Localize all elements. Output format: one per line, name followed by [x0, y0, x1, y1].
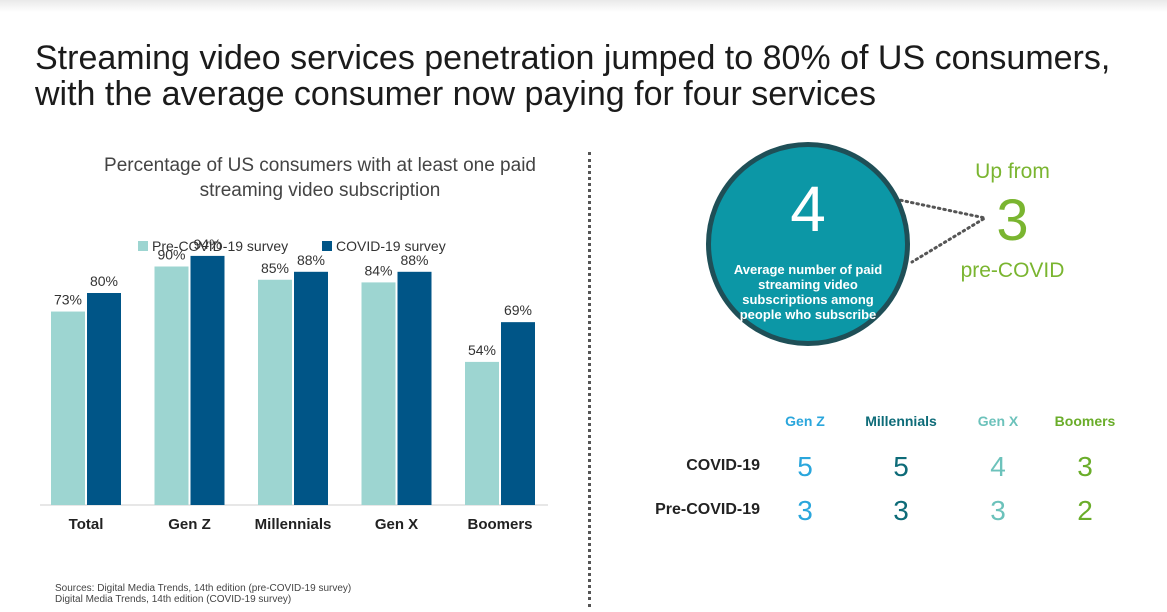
table-cell: 2: [1077, 495, 1093, 526]
table-cell: 4: [990, 451, 1006, 482]
data-label: 54%: [468, 342, 496, 358]
up-from-label: Up from: [975, 160, 1050, 183]
bar: [154, 266, 189, 505]
connector-line: [888, 196, 990, 264]
category-label: Millennials: [255, 516, 332, 533]
chart-title: Percentage of US consumers with at least…: [104, 155, 536, 201]
average-subscriptions-caption: Average number of paid streaming video s…: [733, 262, 883, 322]
data-label: 69%: [504, 302, 532, 318]
category-label: Total: [69, 516, 104, 533]
data-label: 90%: [157, 247, 185, 263]
table-cell: 3: [990, 495, 1006, 526]
average-subscriptions-bubble: 4 Average number of paid streaming video…: [706, 142, 910, 346]
bar: [258, 279, 292, 505]
table-cell: 3: [797, 495, 813, 526]
table-cell: 5: [893, 451, 909, 482]
dotted-divider: [588, 152, 591, 607]
data-label: 80%: [90, 273, 118, 289]
column-header-boomers: Boomers: [1054, 413, 1116, 429]
row-header-covid: COVID-19: [686, 457, 760, 474]
data-label: 88%: [400, 252, 428, 268]
bar: [294, 271, 328, 505]
data-label: 88%: [297, 252, 325, 268]
legend-label: Pre-COVID-19 survey: [152, 238, 288, 254]
legend-swatch: [138, 241, 148, 251]
legend-label: COVID-19 survey: [336, 238, 446, 254]
column-header-millennials: Millennials: [865, 413, 937, 429]
data-label: 73%: [54, 292, 82, 308]
data-label: 84%: [364, 262, 392, 278]
bar: [51, 311, 85, 505]
average-subscriptions-value: 4: [790, 173, 826, 245]
category-label: Boomers: [467, 516, 532, 533]
source-line: Digital Media Trends, 14th edition (COVI…: [55, 594, 292, 605]
up-from-value: 3: [996, 188, 1029, 253]
bar: [87, 293, 121, 505]
bar: [397, 271, 432, 505]
row-header-pre-covid: Pre-COVID-19: [655, 501, 760, 518]
top-shadow-bar: [0, 0, 1167, 12]
table-cell: 3: [1077, 451, 1093, 482]
pre-covid-label: pre-COVID: [960, 259, 1065, 282]
bar: [361, 282, 396, 505]
column-header-gen-x: Gen X: [977, 413, 1019, 429]
bar: [190, 255, 225, 505]
bar-chart: Pre-COVID-19 survey COVID-19 survey 73% 80%…: [40, 236, 548, 533]
table-cell: 5: [797, 451, 813, 482]
data-label: 85%: [261, 260, 289, 276]
column-header-gen-z: Gen Z: [785, 413, 825, 429]
legend-swatch: [322, 241, 332, 251]
page-title: Streaming video services penetration jum…: [35, 39, 1111, 113]
category-label: Gen X: [375, 516, 418, 533]
source-line: Sources: Digital Media Trends, 14th edit…: [55, 583, 352, 594]
bar: [465, 361, 499, 505]
category-label: Gen Z: [168, 516, 211, 533]
sources-note: Sources: Digital Media Trends, 14th edit…: [55, 583, 351, 605]
data-label: 94%: [193, 236, 221, 252]
table-cell: 3: [893, 495, 909, 526]
bar: [501, 322, 535, 505]
